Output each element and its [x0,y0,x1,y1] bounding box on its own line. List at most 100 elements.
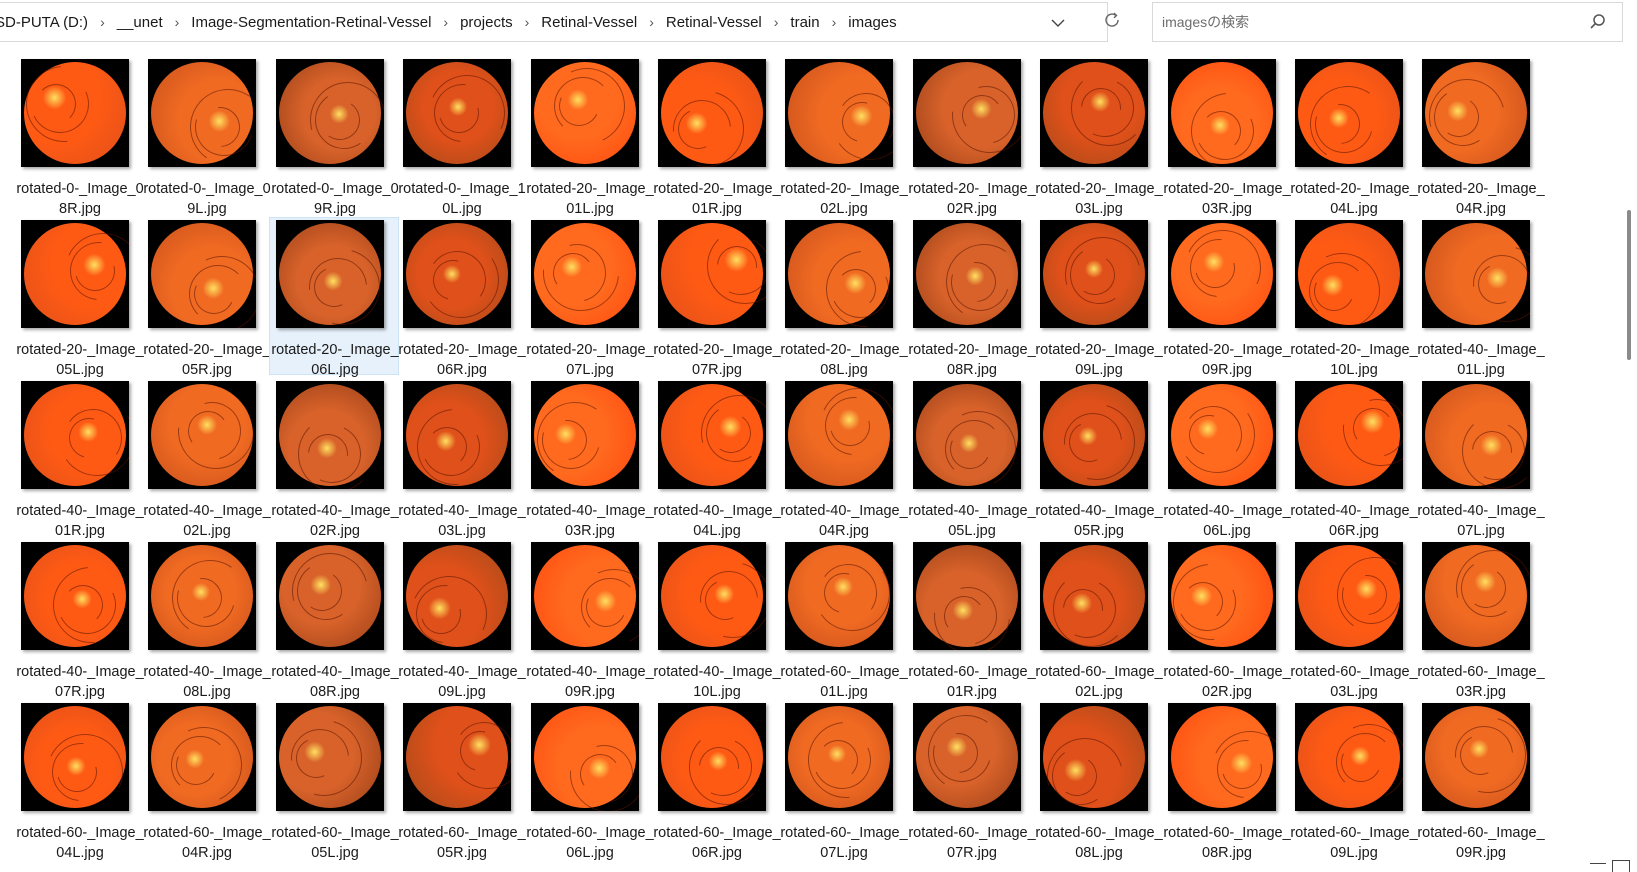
file-name: rotated-20-_Image_09R.jpg [1163,342,1291,378]
file-item[interactable]: rotated-40-_Image_02R.jpg [269,378,399,539]
search-input[interactable] [1162,7,1562,37]
tile-view-icon[interactable] [1612,860,1630,872]
file-item[interactable]: rotated-40-_Image_01L.jpg [1415,217,1545,378]
breadcrumb-item[interactable]: Retinal-Vessel [665,13,762,31]
search-box[interactable] [1152,2,1623,42]
file-thumbnail [1295,542,1403,650]
chevron-right-icon[interactable]: › [174,14,180,30]
file-item[interactable]: rotated-20-_Image_04L.jpg [1288,56,1418,217]
file-thumbnail [1422,220,1530,328]
file-item[interactable]: rotated-60-_Image_02L.jpg [1033,539,1163,700]
file-item[interactable]: rotated-20-_Image_03R.jpg [1161,56,1291,217]
list-view-icon[interactable] [1590,863,1606,871]
chevron-down-icon[interactable] [1044,9,1072,37]
file-item[interactable]: rotated-40-_Image_03L.jpg [396,378,526,539]
file-item[interactable]: rotated-60-_Image_06R.jpg [651,700,781,861]
search-icon[interactable] [1588,12,1608,32]
file-item[interactable]: rotated-40-_Image_05R.jpg [1033,378,1163,539]
file-item[interactable]: rotated-60-_Image_06L.jpg [524,700,654,861]
file-item[interactable]: rotated-60-_Image_03R.jpg [1415,539,1545,700]
file-item[interactable]: rotated-20-_Image_01R.jpg [651,56,781,217]
vertical-scrollbar[interactable] [1622,45,1637,871]
file-item[interactable]: rotated-0-_Image_09L.jpg [141,56,271,217]
file-item[interactable]: rotated-60-_Image_07R.jpg [906,700,1036,861]
file-name: rotated-60-_Image_06R.jpg [653,825,781,861]
file-item[interactable]: rotated-20-_Image_07L.jpg [524,217,654,378]
file-item[interactable]: rotated-60-_Image_09L.jpg [1288,700,1418,861]
file-name: rotated-60-_Image_03L.jpg [1290,664,1418,700]
file-item[interactable]: rotated-20-_Image_10L.jpg [1288,217,1418,378]
file-item[interactable]: rotated-40-_Image_07R.jpg [14,539,144,700]
chevron-right-icon[interactable]: › [443,14,449,30]
file-item[interactable]: rotated-20-_Image_06R.jpg [396,217,526,378]
file-item[interactable]: rotated-40-_Image_08R.jpg [269,539,399,700]
file-item[interactable]: rotated-0-_Image_10L.jpg [396,56,526,217]
chevron-right-icon[interactable]: › [649,14,654,30]
scrollbar-thumb[interactable] [1627,210,1631,360]
file-item[interactable]: rotated-20-_Image_06L.jpg [269,217,399,378]
chevron-right-icon[interactable]: › [831,14,837,30]
file-thumbnail [1422,542,1530,650]
breadcrumb-item[interactable]: train [790,13,820,31]
file-item[interactable]: rotated-60-_Image_03L.jpg [1288,539,1418,700]
file-item[interactable]: rotated-40-_Image_08L.jpg [141,539,271,700]
file-item[interactable]: rotated-20-_Image_02L.jpg [778,56,908,217]
file-item[interactable]: rotated-0-_Image_09R.jpg [269,56,399,217]
file-item[interactable]: rotated-20-_Image_04R.jpg [1415,56,1545,217]
chevron-right-icon[interactable]: › [100,14,105,30]
file-name: rotated-20-_Image_01L.jpg [526,181,654,217]
file-item[interactable]: rotated-20-_Image_09R.jpg [1161,217,1291,378]
file-item[interactable]: rotated-60-_Image_01L.jpg [778,539,908,700]
file-item[interactable]: rotated-60-_Image_07L.jpg [778,700,908,861]
file-item[interactable]: rotated-60-_Image_08L.jpg [1033,700,1163,861]
file-item[interactable]: rotated-40-_Image_01R.jpg [14,378,144,539]
file-item[interactable]: rotated-40-_Image_04R.jpg [778,378,908,539]
file-item[interactable]: rotated-40-_Image_09L.jpg [396,539,526,700]
file-thumbnail [21,542,129,650]
chevron-right-icon[interactable]: › [773,14,779,30]
file-item[interactable]: rotated-20-_Image_01L.jpg [524,56,654,217]
chevron-right-icon[interactable]: › [524,14,530,30]
file-item[interactable]: rotated-40-_Image_04L.jpg [651,378,781,539]
file-thumbnail [403,381,511,489]
file-item[interactable]: rotated-60-_Image_04R.jpg [141,700,271,861]
file-item[interactable]: rotated-40-_Image_07L.jpg [1415,378,1545,539]
file-name: rotated-60-_Image_01R.jpg [908,664,1036,700]
breadcrumb-item[interactable]: Image-Segmentation-Retinal-Vessel [191,13,432,31]
file-item[interactable]: rotated-40-_Image_02L.jpg [141,378,271,539]
file-item[interactable]: rotated-60-_Image_05R.jpg [396,700,526,861]
breadcrumb-item[interactable]: images [848,13,897,31]
file-item[interactable]: rotated-40-_Image_09R.jpg [524,539,654,700]
file-item[interactable]: rotated-60-_Image_01R.jpg [906,539,1036,700]
file-item[interactable]: rotated-0-_Image_08R.jpg [14,56,144,217]
file-name: rotated-60-_Image_02R.jpg [1163,664,1291,700]
file-item[interactable]: rotated-20-_Image_08R.jpg [906,217,1036,378]
file-item[interactable]: rotated-20-_Image_08L.jpg [778,217,908,378]
file-item[interactable]: rotated-60-_Image_08R.jpg [1161,700,1291,861]
file-item[interactable]: rotated-40-_Image_06R.jpg [1288,378,1418,539]
file-item[interactable]: rotated-20-_Image_07R.jpg [651,217,781,378]
file-item[interactable]: rotated-40-_Image_06L.jpg [1161,378,1291,539]
address-bar[interactable]: SD-PUTA (D:) › __unet › Image-Segmentation-R… [0,2,1108,42]
file-item[interactable]: rotated-60-_Image_02R.jpg [1161,539,1291,700]
file-item[interactable]: rotated-60-_Image_04L.jpg [14,700,144,861]
file-thumbnail [21,703,129,811]
file-thumbnail [1040,542,1148,650]
breadcrumb-item[interactable]: __unet [116,13,163,31]
file-item[interactable]: rotated-60-_Image_05L.jpg [269,700,399,861]
file-item[interactable]: rotated-40-_Image_03R.jpg [524,378,654,539]
refresh-icon[interactable] [1098,6,1126,34]
file-view[interactable]: rotated-0-_Image_08R.jpg rotated-0-_Image… [0,45,1622,871]
breadcrumb-item[interactable]: SD-PUTA (D:) [0,13,89,31]
breadcrumb-item[interactable]: projects [460,13,513,31]
file-item[interactable]: rotated-20-_Image_03L.jpg [1033,56,1163,217]
file-name: rotated-60-_Image_03R.jpg [1417,664,1545,700]
file-item[interactable]: rotated-20-_Image_05L.jpg [14,217,144,378]
file-item[interactable]: rotated-20-_Image_05R.jpg [141,217,271,378]
file-item[interactable]: rotated-40-_Image_05L.jpg [906,378,1036,539]
file-item[interactable]: rotated-20-_Image_09L.jpg [1033,217,1163,378]
file-item[interactable]: rotated-60-_Image_09R.jpg [1415,700,1545,861]
file-item[interactable]: rotated-40-_Image_10L.jpg [651,539,781,700]
file-item[interactable]: rotated-20-_Image_02R.jpg [906,56,1036,217]
breadcrumb-item[interactable]: Retinal-Vessel [541,13,638,31]
